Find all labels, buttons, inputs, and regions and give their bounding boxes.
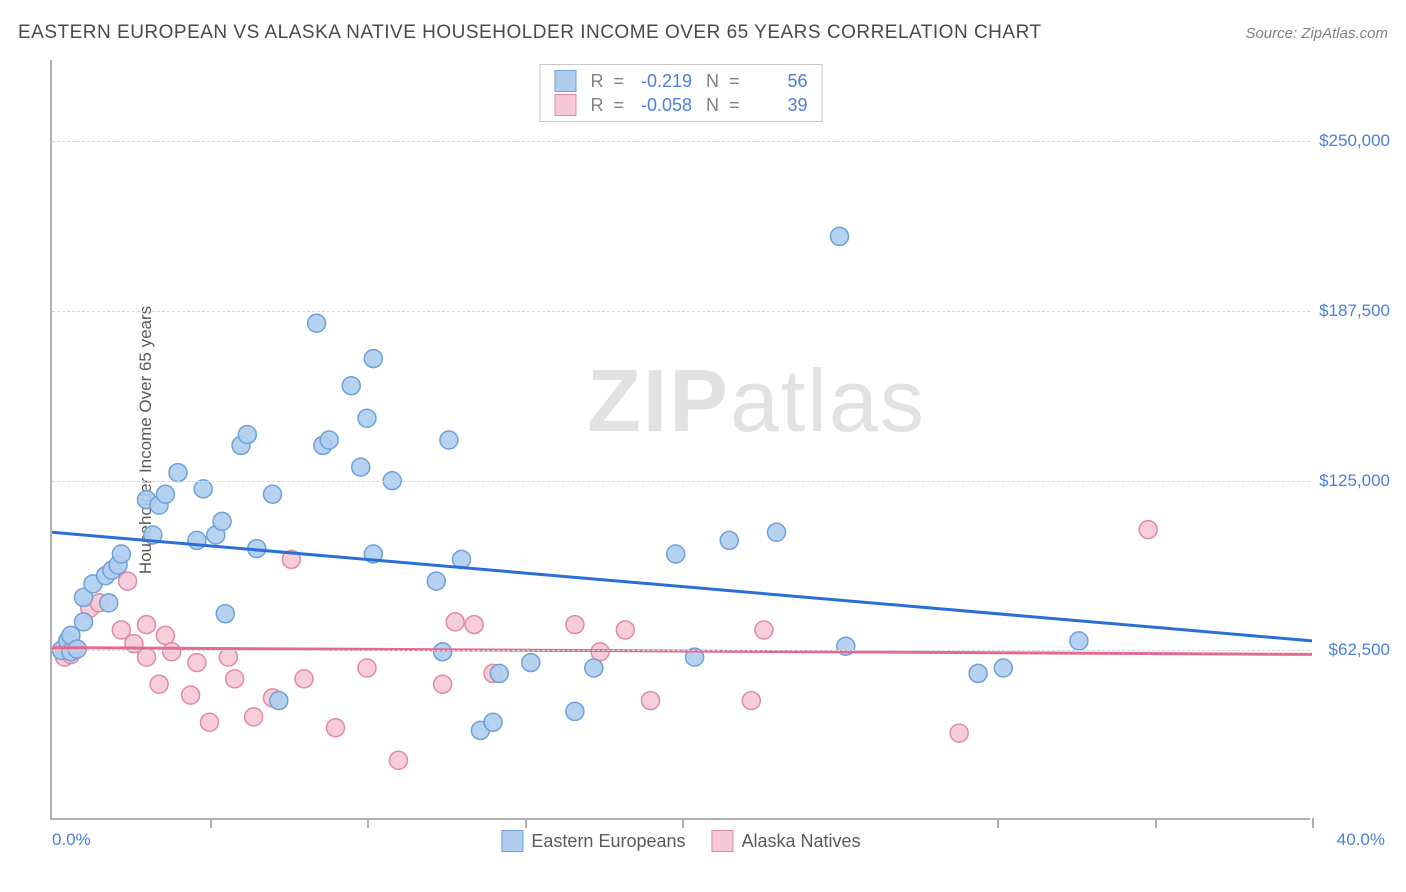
data-point-alaska	[642, 692, 660, 710]
data-point-eastern	[585, 659, 603, 677]
source-attribution: Source: ZipAtlas.com	[1245, 25, 1388, 42]
data-point-alaska	[188, 654, 206, 672]
r-value-alaska: -0.058	[634, 95, 692, 116]
swatch-eastern-icon	[501, 830, 523, 852]
x-tick	[210, 818, 212, 828]
data-point-alaska	[295, 670, 313, 688]
legend-row-alaska: R= -0.058 N= 39	[554, 93, 807, 117]
legend-label-alaska: Alaska Natives	[742, 831, 861, 852]
chart-title: EASTERN EUROPEAN VS ALASKA NATIVE HOUSEH…	[18, 22, 1042, 44]
n-value-alaska: 39	[750, 95, 808, 116]
data-point-alaska	[446, 613, 464, 631]
data-point-alaska	[358, 659, 376, 677]
data-point-alaska	[390, 751, 408, 769]
data-point-alaska	[465, 616, 483, 634]
swatch-alaska	[554, 94, 576, 116]
data-point-alaska	[742, 692, 760, 710]
data-point-eastern	[566, 702, 584, 720]
data-point-eastern	[768, 523, 786, 541]
data-point-alaska	[566, 616, 584, 634]
correlation-legend: R= -0.219 N= 56 R= -0.058 N= 39	[539, 64, 822, 122]
y-tick-label: $62,500	[1329, 640, 1390, 660]
data-point-eastern	[364, 350, 382, 368]
n-value-eastern: 56	[750, 71, 808, 92]
data-point-eastern	[427, 572, 445, 590]
data-point-alaska	[119, 572, 137, 590]
data-point-eastern	[994, 659, 1012, 677]
data-point-alaska	[163, 643, 181, 661]
legend-row-eastern: R= -0.219 N= 56	[554, 69, 807, 93]
data-point-eastern	[831, 227, 849, 245]
chart-container: Householder Income Over 65 years ZIPatla…	[50, 60, 1310, 820]
data-point-eastern	[484, 713, 502, 731]
data-point-alaska	[201, 713, 219, 731]
x-tick	[997, 818, 999, 828]
data-point-eastern	[75, 613, 93, 631]
data-point-alaska	[327, 719, 345, 737]
data-point-alaska	[950, 724, 968, 742]
x-tick	[682, 818, 684, 828]
x-tick	[1312, 818, 1314, 828]
data-point-alaska	[434, 675, 452, 693]
data-point-eastern	[238, 426, 256, 444]
x-axis-min-label: 0.0%	[52, 830, 91, 850]
data-point-eastern	[720, 531, 738, 549]
legend-item-alaska: Alaska Natives	[712, 830, 861, 852]
y-tick-label: $250,000	[1319, 131, 1390, 151]
plot-area: ZIPatlas R= -0.219 N= 56 R= -0.058 N= 39…	[50, 60, 1310, 820]
data-point-eastern	[270, 692, 288, 710]
x-axis-max-label: 40.0%	[1337, 830, 1385, 850]
data-point-alaska	[1139, 521, 1157, 539]
data-point-eastern	[490, 664, 508, 682]
swatch-eastern	[554, 70, 576, 92]
scatter-plot	[52, 60, 1312, 820]
x-tick	[525, 818, 527, 828]
x-tick	[1155, 818, 1157, 828]
legend-label-eastern: Eastern Europeans	[531, 831, 685, 852]
y-tick-label: $125,000	[1319, 471, 1390, 491]
gridline	[52, 311, 1310, 312]
data-point-alaska	[182, 686, 200, 704]
data-point-eastern	[358, 409, 376, 427]
data-point-eastern	[216, 605, 234, 623]
data-point-eastern	[194, 480, 212, 498]
data-point-alaska	[755, 621, 773, 639]
data-point-eastern	[213, 512, 231, 530]
y-tick-label: $187,500	[1319, 301, 1390, 321]
data-point-eastern	[1070, 632, 1088, 650]
data-point-eastern	[969, 664, 987, 682]
swatch-alaska-icon	[712, 830, 734, 852]
gridline	[52, 141, 1310, 142]
data-point-alaska	[245, 708, 263, 726]
data-point-alaska	[616, 621, 634, 639]
r-value-eastern: -0.219	[634, 71, 692, 92]
data-point-eastern	[352, 458, 370, 476]
series-legend: Eastern Europeans Alaska Natives	[501, 830, 860, 852]
data-point-eastern	[169, 464, 187, 482]
x-tick	[367, 818, 369, 828]
data-point-alaska	[156, 626, 174, 644]
gridline	[52, 481, 1310, 482]
data-point-alaska	[226, 670, 244, 688]
data-point-eastern	[308, 314, 326, 332]
gridline	[52, 650, 1310, 651]
data-point-alaska	[138, 616, 156, 634]
data-point-eastern	[342, 377, 360, 395]
data-point-eastern	[100, 594, 118, 612]
data-point-eastern	[434, 643, 452, 661]
data-point-alaska	[150, 675, 168, 693]
data-point-eastern	[320, 431, 338, 449]
data-point-eastern	[667, 545, 685, 563]
data-point-eastern	[522, 654, 540, 672]
data-point-eastern	[112, 545, 130, 563]
data-point-eastern	[156, 485, 174, 503]
legend-item-eastern: Eastern Europeans	[501, 830, 685, 852]
data-point-eastern	[440, 431, 458, 449]
data-point-eastern	[264, 485, 282, 503]
